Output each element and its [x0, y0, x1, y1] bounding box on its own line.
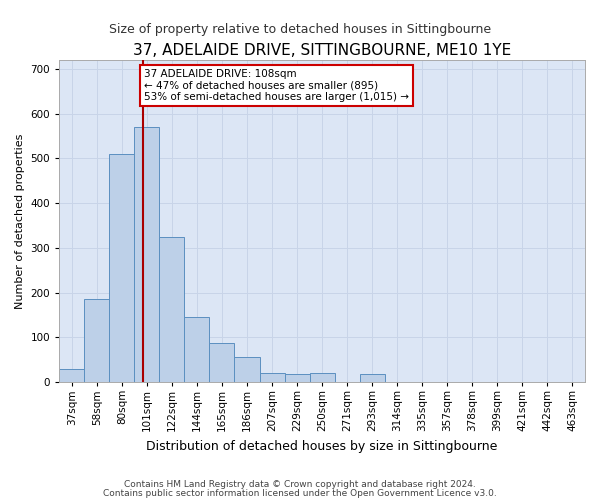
Bar: [359, 374, 385, 382]
Bar: [84, 300, 109, 382]
Title: 37, ADELAIDE DRIVE, SITTINGBOURNE, ME10 1YE: 37, ADELAIDE DRIVE, SITTINGBOURNE, ME10 …: [133, 42, 511, 58]
X-axis label: Distribution of detached houses by size in Sittingbourne: Distribution of detached houses by size …: [146, 440, 498, 452]
Bar: [310, 373, 335, 382]
Bar: [209, 342, 235, 382]
Y-axis label: Number of detached properties: Number of detached properties: [15, 134, 25, 309]
Bar: [235, 358, 260, 382]
Bar: [260, 373, 284, 382]
Bar: [59, 368, 84, 382]
Bar: [184, 317, 209, 382]
Bar: [134, 127, 160, 382]
Bar: [284, 374, 310, 382]
Text: Contains HM Land Registry data © Crown copyright and database right 2024.: Contains HM Land Registry data © Crown c…: [124, 480, 476, 489]
Bar: [109, 154, 134, 382]
Text: Contains public sector information licensed under the Open Government Licence v3: Contains public sector information licen…: [103, 488, 497, 498]
Bar: [160, 236, 184, 382]
Text: 37 ADELAIDE DRIVE: 108sqm
← 47% of detached houses are smaller (895)
53% of semi: 37 ADELAIDE DRIVE: 108sqm ← 47% of detac…: [144, 69, 409, 102]
Text: Size of property relative to detached houses in Sittingbourne: Size of property relative to detached ho…: [109, 22, 491, 36]
